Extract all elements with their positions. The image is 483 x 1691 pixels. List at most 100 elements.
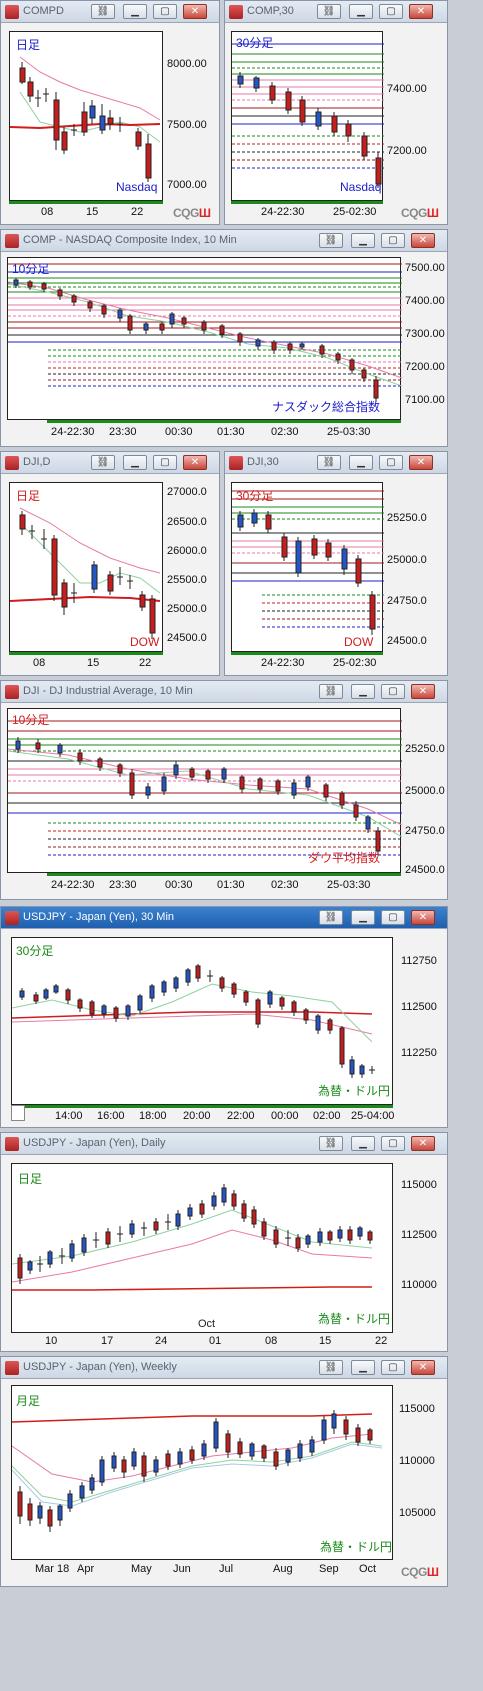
window-title: USDJPY - Japan (Yen), Weekly [23, 1361, 177, 1373]
chart-plot[interactable]: 日足 Nasdaq [9, 31, 163, 201]
close-button[interactable]: ✕ [183, 4, 207, 19]
time-strip [47, 420, 401, 423]
title-bar[interactable]: DJI - DJ Industrial Average, 10 Min ⛓ ▁ … [1, 681, 447, 703]
symbol-label: 為替・ドル円 [318, 1084, 391, 1098]
close-button[interactable]: ✕ [411, 910, 435, 925]
time-tick: 02:30 [271, 879, 299, 891]
window-usdjpyd[interactable]: USDJPY - Japan (Yen), Daily ⛓ ▁ ▢ ✕ [0, 1132, 448, 1352]
scroll-box[interactable] [11, 1105, 25, 1121]
minimize-button[interactable]: ▁ [349, 455, 373, 470]
close-icon: ✕ [416, 6, 426, 17]
title-bar[interactable]: COMP,30 ⛓ ▁ ▢ ✕ [225, 1, 447, 23]
close-button[interactable]: ✕ [183, 455, 207, 470]
chart-plot[interactable]: 日足 DOW [9, 482, 163, 652]
link-button[interactable]: ⛓ [319, 1136, 343, 1151]
maximize-icon: ▢ [388, 686, 398, 697]
timeframe-label: 10分足 [12, 262, 50, 276]
minimize-button[interactable]: ▁ [351, 1136, 375, 1151]
minimize-button[interactable]: ▁ [351, 1360, 375, 1375]
chart-plot[interactable]: 日足 為替・ドル円 Oct [11, 1163, 393, 1333]
minimize-button[interactable]: ▁ [351, 910, 375, 925]
link-button[interactable]: ⛓ [319, 910, 343, 925]
time-tick: May [131, 1563, 152, 1575]
maximize-button[interactable]: ▢ [381, 1360, 405, 1375]
time-strip [25, 1105, 393, 1108]
price-tick: 25000.0 [167, 603, 207, 615]
close-button[interactable]: ✕ [411, 1136, 435, 1151]
link-button[interactable]: ⛓ [317, 455, 341, 470]
close-icon: ✕ [416, 457, 426, 468]
maximize-button[interactable]: ▢ [379, 4, 403, 19]
window-djid[interactable]: DJI,D ⛓ ▁ ▢ ✕ 日足 [0, 451, 220, 676]
timeframe-label: 10分足 [12, 713, 50, 727]
maximize-button[interactable]: ▢ [153, 4, 177, 19]
time-tick: 15 [319, 1335, 332, 1347]
minimize-button[interactable]: ▁ [351, 684, 375, 699]
app-icon [5, 1361, 19, 1375]
close-button[interactable]: ✕ [411, 1360, 435, 1375]
link-button[interactable]: ⛓ [319, 1360, 343, 1375]
title-bar[interactable]: DJI,D ⛓ ▁ ▢ ✕ [1, 452, 219, 474]
minimize-icon: ▁ [359, 1138, 367, 1149]
maximize-button[interactable]: ▢ [153, 455, 177, 470]
link-button[interactable]: ⛓ [317, 4, 341, 19]
link-button[interactable]: ⛓ [319, 684, 343, 699]
link-button[interactable]: ⛓ [91, 455, 115, 470]
title-bar[interactable]: USDJPY - Japan (Yen), 30 Min ⛓ ▁ ▢ ✕ [1, 907, 447, 929]
maximize-button[interactable]: ▢ [381, 233, 405, 248]
time-tick: 17 [101, 1335, 114, 1347]
minimize-button[interactable]: ▁ [351, 233, 375, 248]
app-icon [5, 685, 19, 699]
maximize-button[interactable]: ▢ [379, 455, 403, 470]
maximize-button[interactable]: ▢ [381, 910, 405, 925]
minimize-button[interactable]: ▁ [349, 4, 373, 19]
close-button[interactable]: ✕ [409, 4, 433, 19]
title-bar[interactable]: COMPD ⛓ ▁ ▢ ✕ [1, 1, 219, 23]
comp10-candles [8, 263, 402, 402]
time-tick: 22 [375, 1335, 388, 1347]
symbol-label: Nasdaq [340, 180, 382, 194]
chart-plot[interactable]: 30分足 Nasdaq [231, 31, 384, 201]
minimize-icon: ▁ [131, 457, 139, 468]
time-strip [231, 201, 383, 204]
close-button[interactable]: ✕ [411, 233, 435, 248]
time-tick: 25-03:30 [327, 426, 371, 438]
chart-plot[interactable]: 30分足 DOW [231, 482, 384, 652]
chart-plot[interactable]: 月足 為替・ドル円 [11, 1385, 393, 1560]
maximize-button[interactable]: ▢ [381, 1136, 405, 1151]
window-usdjpy30[interactable]: USDJPY - Japan (Yen), 30 Min ⛓ ▁ ▢ ✕ [0, 906, 448, 1128]
title-bar[interactable]: DJI,30 ⛓ ▁ ▢ ✕ [225, 452, 447, 474]
window-usdjpyw[interactable]: USDJPY - Japan (Yen), Weekly ⛓ ▁ ▢ ✕ [0, 1356, 448, 1587]
link-button[interactable]: ⛓ [319, 233, 343, 248]
minimize-button[interactable]: ▁ [123, 4, 147, 19]
link-button[interactable]: ⛓ [91, 4, 115, 19]
title-bar[interactable]: COMP - NASDAQ Composite Index, 10 Min ⛓ … [1, 230, 447, 252]
minimize-button[interactable]: ▁ [123, 455, 147, 470]
chart-plot[interactable]: 30分足 為替・ドル円 [11, 937, 393, 1105]
window-comp10[interactable]: COMP - NASDAQ Composite Index, 10 Min ⛓ … [0, 229, 448, 447]
price-tick: 25250.0 [405, 743, 445, 755]
chart-plot[interactable]: 10分足 ダウ平均指数 [7, 708, 402, 873]
window-compd[interactable]: COMPD ⛓ ▁ ▢ ✕ [0, 0, 220, 225]
window-dji10[interactable]: DJI - DJ Industrial Average, 10 Min ⛓ ▁ … [0, 680, 448, 900]
window-dji30[interactable]: DJI,30 ⛓ ▁ ▢ ✕ [224, 451, 448, 676]
price-tick: 115000 [401, 1179, 437, 1191]
time-tick: 24-22:30 [51, 879, 95, 891]
title-bar[interactable]: USDJPY - Japan (Yen), Weekly ⛓ ▁ ▢ ✕ [1, 1357, 447, 1379]
window-title: DJI - DJ Industrial Average, 10 Min [23, 685, 193, 697]
maximize-button[interactable]: ▢ [381, 684, 405, 699]
price-tick: 7300.00 [405, 328, 445, 340]
close-button[interactable]: ✕ [411, 684, 435, 699]
time-tick: Sep [319, 1563, 339, 1575]
window-comp30[interactable]: COMP,30 ⛓ ▁ ▢ ✕ [224, 0, 448, 225]
price-tick: 25500.0 [167, 574, 207, 586]
window-title: USDJPY - Japan (Yen), Daily [23, 1137, 166, 1149]
time-tick: 23:30 [109, 879, 137, 891]
close-button[interactable]: ✕ [409, 455, 433, 470]
chart-plot[interactable]: 10分足 ナスダック総合指数 [7, 257, 402, 420]
usdjpy30-candles [12, 964, 375, 1078]
time-tick: 25-02:30 [333, 206, 377, 218]
close-icon: ✕ [418, 1138, 428, 1149]
time-tick: 08 [41, 206, 54, 218]
title-bar[interactable]: USDJPY - Japan (Yen), Daily ⛓ ▁ ▢ ✕ [1, 1133, 447, 1155]
